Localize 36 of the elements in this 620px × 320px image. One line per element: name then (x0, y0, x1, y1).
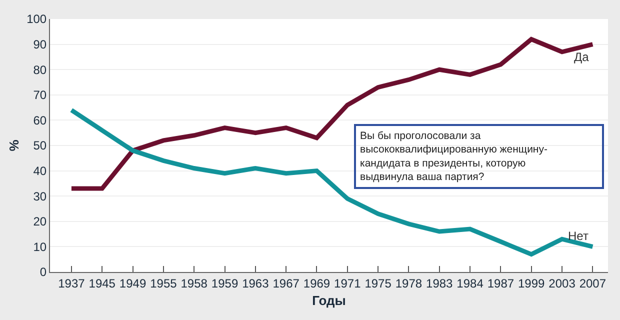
x-tick-label: 1937 (58, 276, 86, 290)
y-tick-label: 90 (33, 38, 47, 52)
line-series (69, 108, 595, 257)
y-tick-label: 80 (33, 62, 47, 77)
x-tick-label: 1969 (303, 276, 330, 290)
x-tick-label: 1958 (180, 276, 208, 290)
x-tick-label: 1945 (88, 276, 116, 290)
y-tick-label: 30 (33, 189, 47, 204)
x-tick-label: 1967 (272, 276, 300, 290)
y-tick-label: 100 (26, 12, 47, 26)
x-tick-label: 1949 (119, 276, 146, 290)
x-tick-label: 1971 (334, 276, 362, 290)
x-tick-label: 1955 (150, 276, 178, 290)
x-axis-title: Годы (312, 293, 346, 308)
x-tick-label: 1975 (364, 276, 392, 290)
x-tick-label: 1959 (211, 276, 238, 290)
y-tick-label: 50 (33, 138, 47, 153)
y-tick-label: 0 (40, 265, 47, 280)
y-tick-label: 60 (33, 113, 47, 128)
x-tick-label: 1987 (487, 276, 514, 290)
series-label: Нет (568, 229, 589, 243)
y-tick-label: 20 (33, 214, 47, 229)
x-tick-label: 1999 (518, 276, 546, 290)
x-tick-label: 2003 (548, 276, 576, 290)
x-tick-label: 1963 (242, 276, 270, 290)
y-axis-title: % (6, 139, 22, 152)
y-tick-label: 40 (33, 164, 47, 178)
series-label: Да (574, 50, 590, 64)
y-tick-label: 70 (33, 88, 47, 102)
x-tick-label: 1978 (395, 276, 422, 290)
line-series (69, 36, 595, 191)
annotation: Вы бы проголосовали за высококвалифицированную женщину-кандидата в президенты, которую выдвинула ваша партия? (360, 130, 548, 183)
x-tick-label: 1984 (456, 276, 484, 290)
y-tick-label: 10 (33, 240, 47, 254)
x-tick-label: 2007 (579, 276, 606, 290)
x-tick-label: 1983 (426, 276, 454, 290)
